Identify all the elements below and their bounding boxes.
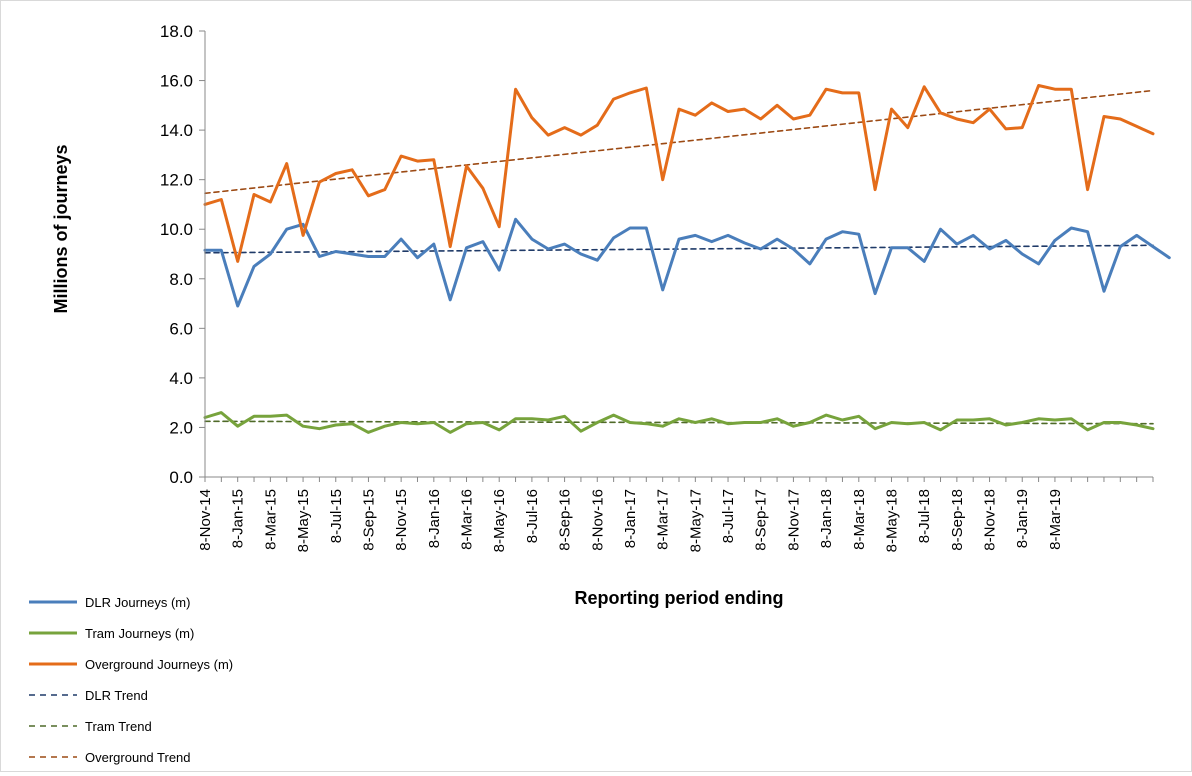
y-tick-label: 4.0 xyxy=(169,369,193,388)
y-tick-label: 18.0 xyxy=(160,22,193,41)
x-axis-ticks: 8-Nov-14 8-Jan-15 8-Mar-15 8-May-15 8-Jul-15… xyxy=(197,477,1154,552)
x-tick-label: 8-Nov-15 xyxy=(393,489,410,551)
x-tick-label: 8-Jan-18 xyxy=(818,489,835,548)
x-tick-label: 8-May-17 xyxy=(687,489,704,552)
x-tick-label: 8-Jul-17 xyxy=(720,489,737,543)
x-tick-label: 8-Sep-17 xyxy=(753,489,770,551)
y-tick-label: 0.0 xyxy=(169,468,193,487)
x-tick-label: 8-Jan-15 xyxy=(230,489,247,548)
y-tick-label: 6.0 xyxy=(169,319,193,338)
y-tick-label: 2.0 xyxy=(169,418,193,437)
plot-series xyxy=(203,84,1171,434)
x-tick-label: 8-May-15 xyxy=(295,489,312,552)
overground-trend-line xyxy=(204,89,1154,195)
axes xyxy=(204,31,1153,478)
x-tick-label: 8-Sep-15 xyxy=(360,489,377,551)
dlr-trend-line xyxy=(204,244,1154,254)
legend-label-dlr-journeys: DLR Journeys (m) xyxy=(85,595,190,610)
x-tick-label: 8-Jan-16 xyxy=(426,489,443,548)
y-tick-label: 8.0 xyxy=(169,270,193,289)
x-tick-label: 8-Mar-18 xyxy=(851,489,868,550)
overground-journeys-line xyxy=(203,84,1155,263)
x-tick-label: 8-Jan-19 xyxy=(1014,489,1031,548)
x-tick-label: 8-Sep-16 xyxy=(557,489,574,551)
legend-label-tram-trend: Tram Trend xyxy=(85,719,152,734)
y-axis-title: Millions of journeys xyxy=(51,144,71,313)
x-tick-label: 8-Nov-18 xyxy=(982,489,999,551)
legend-label-overground-journeys: Overground Journeys (m) xyxy=(85,657,233,672)
tram-trend-line xyxy=(204,420,1154,425)
y-axis-ticks: 0.0 2.0 4.0 6.0 8.0 10.0 12.0 14.0 16.0 18.0 xyxy=(160,22,205,487)
y-tick-label: 14.0 xyxy=(160,121,193,140)
x-tick-label: 8-Nov-16 xyxy=(589,489,606,551)
dlr-journeys-line xyxy=(203,217,1171,308)
y-tick-label: 16.0 xyxy=(160,72,193,91)
x-tick-label: 8-Sep-18 xyxy=(949,489,966,551)
legend-label-tram-journeys: Tram Journeys (m) xyxy=(85,626,194,641)
x-tick-label: 8-Jul-18 xyxy=(916,489,933,543)
x-tick-label: 8-May-18 xyxy=(883,489,900,552)
x-tick-label: 8-Nov-17 xyxy=(785,489,802,551)
tram-journeys-line xyxy=(203,411,1155,434)
y-tick-label: 10.0 xyxy=(160,220,193,239)
x-tick-label: 8-May-16 xyxy=(491,489,508,552)
x-tick-label: 8-Mar-16 xyxy=(459,489,476,550)
x-tick-label: 8-Jul-15 xyxy=(328,489,345,543)
legend-label-dlr-trend: DLR Trend xyxy=(85,688,148,703)
legend: DLR Journeys (m) Tram Journeys (m) Overgro… xyxy=(29,595,233,765)
x-tick-label: 8-Mar-17 xyxy=(655,489,672,550)
x-tick-label: 8-Mar-15 xyxy=(262,489,279,550)
y-tick-label: 12.0 xyxy=(160,171,193,190)
x-tick-label: 8-Nov-14 xyxy=(197,489,214,551)
x-tick-label: 8-Jul-16 xyxy=(524,489,541,543)
x-tick-label: 8-Mar-19 xyxy=(1047,489,1064,550)
legend-label-overground-trend: Overground Trend xyxy=(85,750,191,765)
x-tick-label: 8-Jan-17 xyxy=(622,489,639,548)
x-axis-title: Reporting period ending xyxy=(575,588,784,608)
